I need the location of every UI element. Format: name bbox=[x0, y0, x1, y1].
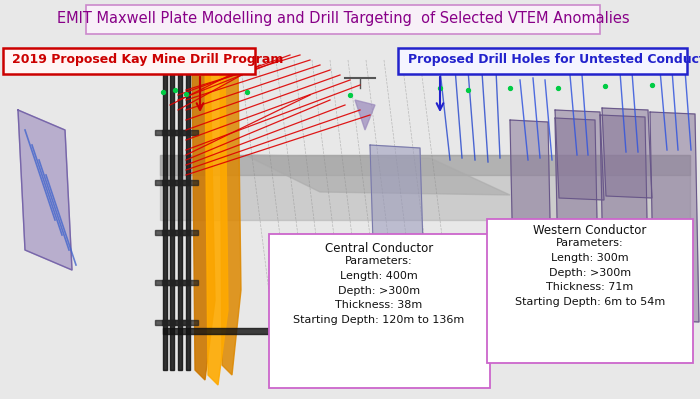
Text: Western Conductor: Western Conductor bbox=[533, 224, 647, 237]
FancyBboxPatch shape bbox=[269, 234, 490, 388]
Polygon shape bbox=[178, 50, 182, 370]
Point bbox=[463, 87, 474, 93]
FancyBboxPatch shape bbox=[3, 48, 255, 74]
Polygon shape bbox=[162, 320, 182, 325]
Polygon shape bbox=[555, 118, 599, 318]
Polygon shape bbox=[155, 320, 175, 325]
Text: Parameters:
Length: 300m
Depth: >300m
Thickness: 71m
Starting Depth: 6m to 54m: Parameters: Length: 300m Depth: >300m Th… bbox=[515, 238, 665, 307]
Text: Central Conductor: Central Conductor bbox=[325, 242, 433, 255]
Polygon shape bbox=[170, 320, 190, 325]
Point bbox=[169, 87, 181, 93]
Polygon shape bbox=[600, 115, 649, 320]
Polygon shape bbox=[370, 145, 425, 310]
Polygon shape bbox=[155, 130, 175, 135]
Polygon shape bbox=[162, 180, 182, 185]
Polygon shape bbox=[510, 120, 552, 315]
Point bbox=[505, 85, 516, 91]
Polygon shape bbox=[160, 155, 690, 220]
Point bbox=[646, 82, 657, 88]
Point bbox=[435, 85, 446, 91]
Point bbox=[158, 89, 169, 95]
Polygon shape bbox=[162, 130, 182, 135]
Point bbox=[241, 89, 253, 95]
Polygon shape bbox=[170, 280, 190, 285]
Polygon shape bbox=[178, 230, 198, 235]
FancyBboxPatch shape bbox=[487, 219, 693, 363]
Polygon shape bbox=[170, 50, 174, 370]
Point bbox=[181, 91, 192, 97]
Polygon shape bbox=[602, 108, 652, 198]
Polygon shape bbox=[170, 130, 190, 135]
Polygon shape bbox=[220, 65, 241, 375]
Polygon shape bbox=[355, 100, 375, 130]
Polygon shape bbox=[192, 55, 215, 380]
Polygon shape bbox=[163, 328, 280, 334]
Polygon shape bbox=[18, 110, 72, 270]
Polygon shape bbox=[155, 280, 175, 285]
Polygon shape bbox=[162, 280, 182, 285]
Polygon shape bbox=[178, 180, 198, 185]
Text: Parameters:
Length: 400m
Depth: >300m
Thickness: 38m
Starting Depth: 120m to 136: Parameters: Length: 400m Depth: >300m Th… bbox=[293, 256, 465, 325]
FancyBboxPatch shape bbox=[398, 48, 687, 74]
Polygon shape bbox=[170, 230, 190, 235]
Polygon shape bbox=[178, 280, 198, 285]
Polygon shape bbox=[186, 50, 190, 370]
Polygon shape bbox=[178, 130, 198, 135]
Polygon shape bbox=[245, 155, 510, 195]
Point bbox=[599, 83, 610, 89]
Polygon shape bbox=[178, 320, 198, 325]
Text: Proposed Drill Holes for Untested Conductors: Proposed Drill Holes for Untested Conduc… bbox=[408, 53, 700, 65]
Polygon shape bbox=[160, 155, 690, 175]
Polygon shape bbox=[163, 50, 167, 370]
Polygon shape bbox=[162, 230, 182, 235]
Point bbox=[552, 85, 564, 91]
Polygon shape bbox=[555, 110, 604, 200]
Polygon shape bbox=[650, 112, 699, 322]
Polygon shape bbox=[170, 180, 190, 185]
Text: 2019 Proposed Kay Mine Drill Program: 2019 Proposed Kay Mine Drill Program bbox=[12, 53, 284, 65]
Point bbox=[344, 92, 356, 98]
Polygon shape bbox=[155, 180, 175, 185]
FancyBboxPatch shape bbox=[86, 5, 600, 34]
Polygon shape bbox=[205, 60, 228, 385]
Text: EMIT Maxwell Plate Modelling and Drill Targeting  of Selected VTEM Anomalies: EMIT Maxwell Plate Modelling and Drill T… bbox=[57, 10, 629, 26]
Polygon shape bbox=[155, 230, 175, 235]
